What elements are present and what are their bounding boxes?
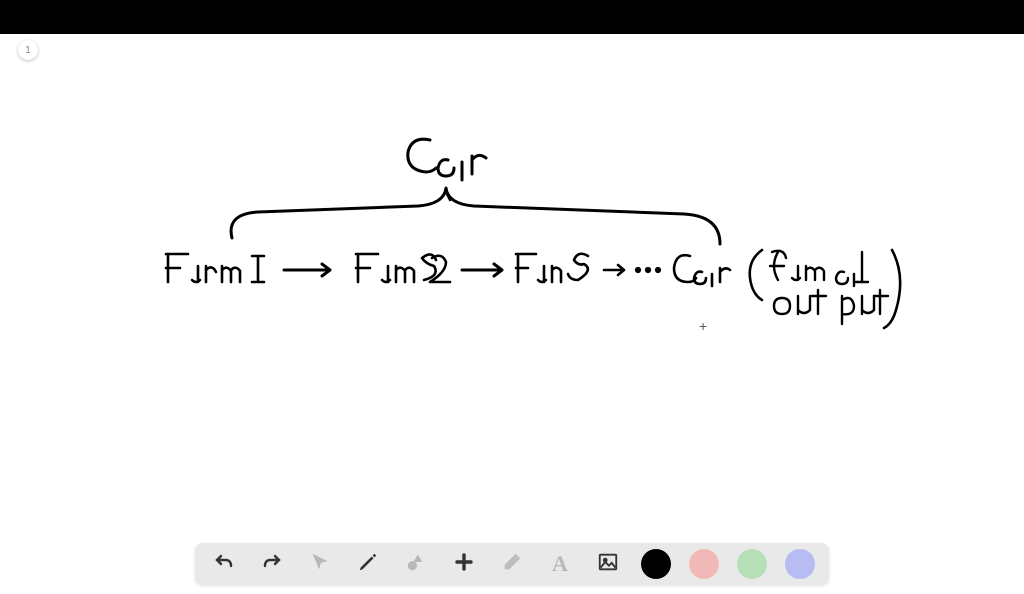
text-icon: A	[552, 551, 568, 577]
image-icon	[596, 551, 620, 578]
color-blue[interactable]	[785, 549, 815, 579]
drawing-toolbar: A	[195, 543, 829, 585]
era ser-tool[interactable]	[497, 549, 527, 579]
shapes-tool[interactable]	[401, 549, 431, 579]
undo-button[interactable]	[209, 549, 239, 579]
pen-icon	[357, 551, 379, 578]
add-tool[interactable]	[449, 549, 479, 579]
handwriting-layer	[0, 34, 1024, 504]
undo-icon	[212, 550, 236, 579]
cursor-crosshair: +	[699, 318, 707, 334]
color-red[interactable]	[689, 549, 719, 579]
eraser-icon	[501, 551, 523, 578]
color-green[interactable]	[737, 549, 767, 579]
cursor-icon	[309, 551, 331, 578]
redo-button[interactable]	[257, 549, 287, 579]
shapes-icon	[405, 551, 427, 578]
color-black[interactable]	[641, 549, 671, 579]
window-top-bar	[0, 0, 1024, 34]
select-tool[interactable]	[305, 549, 335, 579]
cursor-glyph: +	[699, 318, 707, 334]
image-tool[interactable]	[593, 549, 623, 579]
pen-tool[interactable]	[353, 549, 383, 579]
plus-icon	[452, 550, 476, 579]
redo-icon	[260, 550, 284, 579]
text-tool[interactable]: A	[545, 549, 575, 579]
